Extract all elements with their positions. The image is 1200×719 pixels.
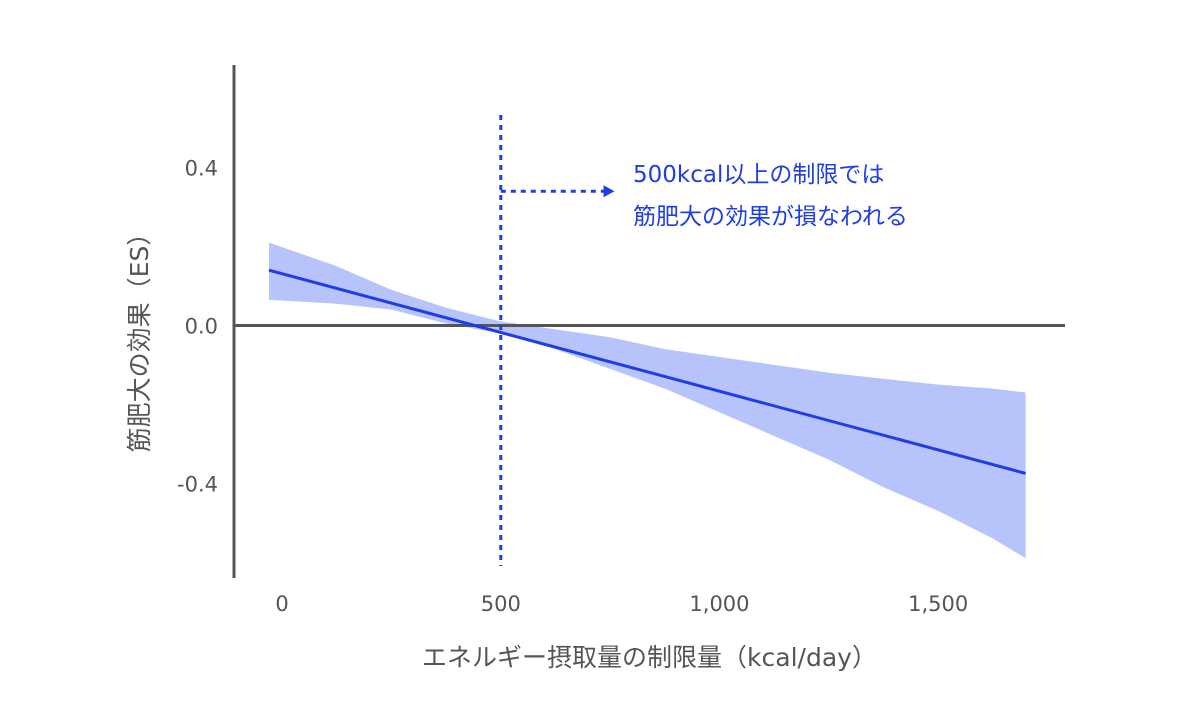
y-axis-title: 筋肥大の効果（ES） [125, 221, 154, 453]
annotation-line-1: 500kcal以上の制限では [633, 162, 884, 188]
series-layer [268, 268, 1027, 475]
confidence-band-layer [268, 242, 1026, 559]
y-tick-label: 0.0 [185, 314, 218, 338]
y-tick-label: 0.4 [185, 157, 218, 181]
x-tick-label: 1,500 [908, 592, 968, 616]
x-tick-label: 1,000 [689, 592, 749, 616]
x-tick-label: 0 [275, 592, 288, 616]
tick-labels: 0 500 1,000 1,500 0.4 0.0 -0.4 [177, 157, 968, 616]
axes [232, 65, 1065, 578]
confidence-band [268, 242, 1026, 559]
x-tick-label: 500 [481, 592, 521, 616]
y-tick-label: -0.4 [177, 472, 218, 496]
regression-line-0 [268, 268, 1027, 475]
annotation-layer: 500kcal以上の制限では 筋肥大の効果が損なわれる [500, 162, 908, 230]
annotation-line-2: 筋肥大の効果が損なわれる [633, 204, 908, 230]
annotation-arrow-head [603, 185, 615, 198]
x-axis-title: エネルギー摂取量の制限量（kcal/day） [422, 643, 877, 672]
